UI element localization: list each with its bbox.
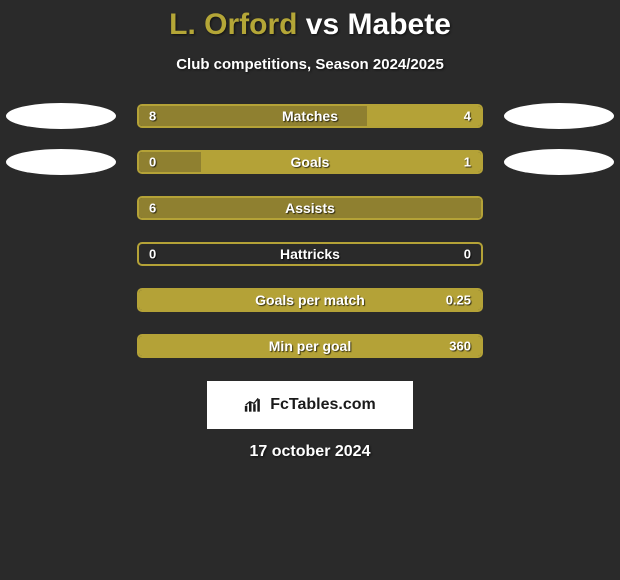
- stat-row: 6 Assists: [0, 185, 620, 231]
- player1-club-icon: [6, 149, 116, 175]
- stat-label: Assists: [285, 200, 335, 216]
- stat-label: Goals per match: [255, 292, 365, 308]
- player1-club-icon: [6, 103, 116, 129]
- player1-value: 0: [149, 247, 156, 262]
- date-label: 17 october 2024: [0, 443, 620, 461]
- stat-label: Goals: [291, 154, 330, 170]
- stat-row: 0 1 Goals: [0, 139, 620, 185]
- subtitle: Club competitions, Season 2024/2025: [0, 56, 620, 73]
- stat-label: Matches: [282, 108, 338, 124]
- stat-rows: 8 4 Matches 0 1 Goals 6 Assists 0 0 Hattricks 0.25 G…: [0, 93, 620, 369]
- stat-bar: 0 1 Goals: [137, 150, 483, 174]
- vs-label: vs: [306, 8, 339, 41]
- stat-row: 0.25 Goals per match: [0, 277, 620, 323]
- stat-bar: 0 0 Hattricks: [137, 242, 483, 266]
- player2-value: 4: [464, 109, 471, 124]
- player2-bar-fill: [201, 152, 481, 172]
- stat-bar: 360 Min per goal: [137, 334, 483, 358]
- stat-label: Min per goal: [269, 338, 351, 354]
- stat-bar: 0.25 Goals per match: [137, 288, 483, 312]
- player2-club-icon: [504, 149, 614, 175]
- stat-row: 0 0 Hattricks: [0, 231, 620, 277]
- stat-label: Hattricks: [280, 246, 340, 262]
- player1-value: 0: [149, 155, 156, 170]
- player1-value: 6: [149, 201, 156, 216]
- player2-name: Mabete: [348, 8, 451, 41]
- title: L. Orford vs Mabete: [0, 8, 620, 42]
- branding-text: FcTables.com: [270, 396, 376, 414]
- comparison-card: L. Orford vs Mabete Club competitions, S…: [0, 0, 620, 461]
- branding-badge: FcTables.com: [207, 381, 413, 429]
- chart-bars-icon: [244, 397, 264, 413]
- player2-value: 1: [464, 155, 471, 170]
- stat-row: 8 4 Matches: [0, 93, 620, 139]
- player2-club-icon: [504, 103, 614, 129]
- stat-bar: 6 Assists: [137, 196, 483, 220]
- stat-row: 360 Min per goal: [0, 323, 620, 369]
- stat-bar: 8 4 Matches: [137, 104, 483, 128]
- player2-value: 360: [449, 339, 471, 354]
- player1-name: L. Orford: [169, 8, 297, 41]
- player2-value: 0.25: [446, 293, 471, 308]
- player1-value: 8: [149, 109, 156, 124]
- player2-value: 0: [464, 247, 471, 262]
